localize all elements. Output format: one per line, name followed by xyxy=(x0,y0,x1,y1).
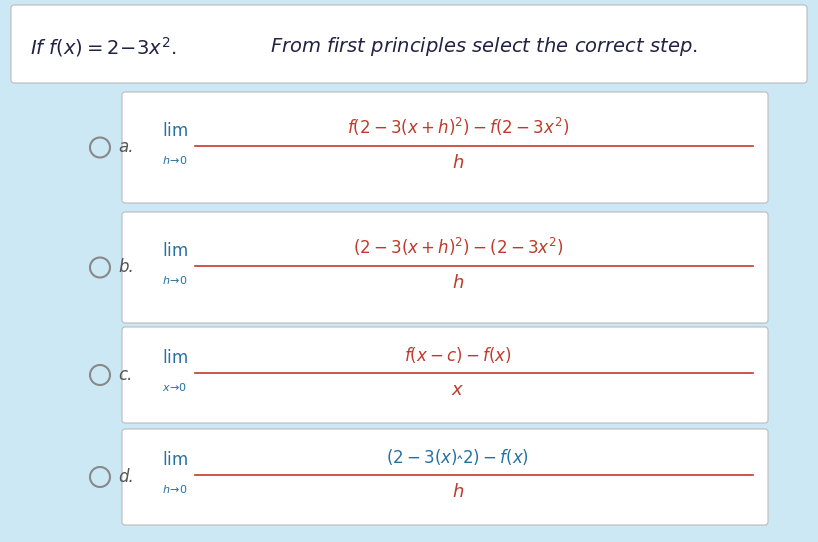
Text: $h\!\rightarrow\!0$: $h\!\rightarrow\!0$ xyxy=(162,274,187,286)
FancyBboxPatch shape xyxy=(122,92,768,203)
Text: $\mathrm{lim}$: $\mathrm{lim}$ xyxy=(162,451,188,469)
Text: $\mathit{If\ f(x) = 2\!-\!3x^2.}$: $\mathit{If\ f(x) = 2\!-\!3x^2.}$ xyxy=(30,35,177,59)
Text: $h\!\rightarrow\!0$: $h\!\rightarrow\!0$ xyxy=(162,153,187,165)
Text: $h\!\rightarrow\!0$: $h\!\rightarrow\!0$ xyxy=(162,483,187,495)
Text: $\mathit{From\ first\ principles\ select\ the\ correct\ step.}$: $\mathit{From\ first\ principles\ select… xyxy=(270,35,698,59)
FancyBboxPatch shape xyxy=(122,212,768,323)
FancyBboxPatch shape xyxy=(11,5,807,83)
Text: $f(2-3(x+h)^2) - f(2-3x^2)$: $f(2-3(x+h)^2) - f(2-3x^2)$ xyxy=(347,115,569,138)
FancyBboxPatch shape xyxy=(122,429,768,525)
Text: b.: b. xyxy=(118,259,134,276)
Text: $(2-3(x)\hat{\ }2) - f(x)$: $(2-3(x)\hat{\ }2) - f(x)$ xyxy=(386,447,529,467)
Text: $(2-3(x+h)^2) - (2-3x^2)$: $(2-3(x+h)^2) - (2-3x^2)$ xyxy=(353,235,563,257)
FancyBboxPatch shape xyxy=(122,327,768,423)
Text: $h$: $h$ xyxy=(452,274,464,292)
Text: c.: c. xyxy=(118,366,133,384)
Text: $\mathrm{lim}$: $\mathrm{lim}$ xyxy=(162,349,188,367)
Text: $f(x-c) - f(x)$: $f(x-c) - f(x)$ xyxy=(404,345,512,365)
Text: a.: a. xyxy=(118,139,133,157)
Text: d.: d. xyxy=(118,468,134,486)
Text: $h$: $h$ xyxy=(452,153,464,171)
Text: $x$: $x$ xyxy=(452,381,465,399)
Text: $\mathrm{lim}$: $\mathrm{lim}$ xyxy=(162,242,188,260)
Text: $x\!\rightarrow\!0$: $x\!\rightarrow\!0$ xyxy=(162,381,187,393)
Text: $h$: $h$ xyxy=(452,483,464,501)
Text: $\mathrm{lim}$: $\mathrm{lim}$ xyxy=(162,121,188,139)
